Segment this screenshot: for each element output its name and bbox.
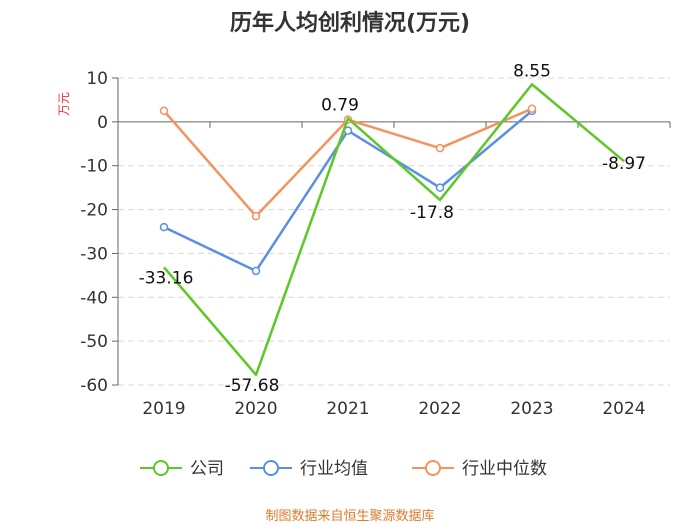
series-line	[163, 83, 625, 377]
chart-title: 历年人均创利情况(万元)	[230, 10, 470, 36]
legend-swatch-marker	[263, 460, 279, 476]
source-note: 制图数据来自恒生聚源数据库	[265, 508, 434, 524]
data-labels: -33.16 -57.68 0.79 -17.8 8.55 -8.97	[139, 61, 646, 395]
data-point	[435, 183, 445, 192]
x-tick-labels: 2019 2020 2021 2022 2023 2024	[142, 399, 645, 419]
legend-swatch-marker	[425, 460, 441, 476]
y-tick-label: -20	[80, 201, 108, 221]
data-label: 0.79	[321, 95, 359, 115]
legend-label: 行业均值	[300, 459, 368, 479]
data-point	[527, 104, 537, 113]
series-line	[163, 107, 533, 218]
data-label: 8.55	[513, 61, 551, 81]
series-line	[163, 109, 533, 273]
data-label: -33.16	[139, 268, 194, 288]
data-point	[159, 222, 169, 232]
legend-item: 行业中位数	[412, 459, 547, 479]
data-label: -8.97	[602, 154, 646, 174]
legend: 公司 行业均值 行业中位数	[140, 459, 547, 479]
y-axis-unit: 万元	[57, 92, 71, 116]
y-tick-label: 0	[97, 113, 108, 133]
x-tick-label: 2024	[602, 399, 645, 419]
legend-swatch-marker	[153, 460, 169, 476]
y-tick-label: -50	[80, 332, 108, 352]
data-point	[435, 143, 445, 153]
legend-item: 行业均值	[250, 459, 368, 479]
grid-lines	[112, 77, 670, 386]
data-label: -17.8	[410, 203, 454, 223]
x-tick-label: 2022	[418, 399, 461, 419]
y-tick-label: 10	[86, 69, 108, 89]
y-tick-label: -60	[80, 376, 108, 396]
y-tick-labels: 10 0 -10 -20 -30 -40 -50 -60	[80, 69, 108, 396]
data-point	[251, 211, 261, 221]
x-tick-label: 2023	[510, 399, 553, 419]
legend-item: 公司	[140, 459, 224, 479]
axes	[117, 78, 671, 385]
data-point	[159, 106, 169, 116]
data-label: -57.68	[225, 376, 280, 396]
x-tick-label: 2019	[142, 399, 185, 419]
y-tick-label: -40	[80, 288, 108, 308]
y-tick-label: -10	[80, 157, 108, 177]
y-tick-label: -30	[80, 244, 108, 264]
series-lines	[159, 83, 625, 377]
legend-label: 行业中位数	[462, 459, 547, 479]
data-point	[251, 266, 261, 276]
x-tick-label: 2020	[234, 399, 277, 419]
x-tick-label: 2021	[326, 399, 369, 419]
legend-label: 公司	[190, 459, 224, 479]
